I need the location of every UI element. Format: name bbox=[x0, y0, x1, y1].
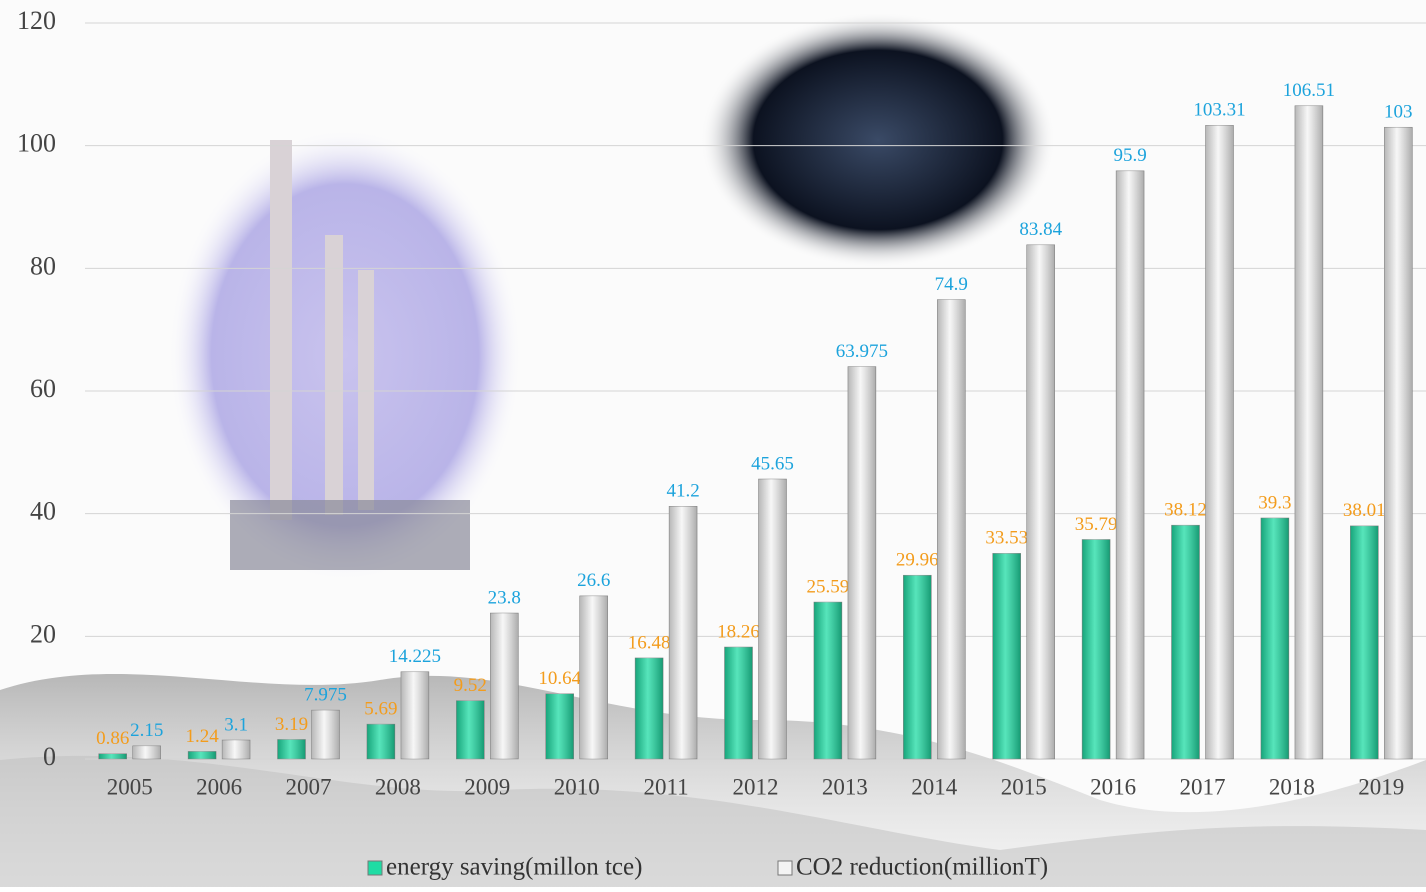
x-tick-label: 2013 bbox=[822, 774, 868, 799]
value-label: 5.69 bbox=[364, 698, 397, 719]
x-tick-label: 2019 bbox=[1358, 774, 1404, 799]
x-tick-label: 2007 bbox=[286, 774, 332, 799]
value-label: 0.86 bbox=[96, 728, 129, 749]
value-label: 3.19 bbox=[275, 714, 308, 735]
bar bbox=[1171, 524, 1200, 760]
y-tick-label: 20 bbox=[30, 619, 56, 648]
value-label: 10.64 bbox=[538, 668, 581, 689]
bar bbox=[992, 553, 1022, 760]
x-tick-label: 2018 bbox=[1269, 774, 1315, 799]
value-label: 18.26 bbox=[717, 621, 760, 642]
bar bbox=[902, 574, 932, 760]
legend-swatch bbox=[367, 860, 383, 876]
value-label: 39.3 bbox=[1258, 492, 1291, 513]
value-label: 26.6 bbox=[577, 570, 610, 591]
value-label: 83.84 bbox=[1019, 219, 1062, 240]
y-tick-label: 0 bbox=[43, 742, 56, 771]
x-tick-label: 2015 bbox=[1001, 774, 1047, 799]
value-label: 9.52 bbox=[454, 675, 487, 696]
value-label: 23.8 bbox=[488, 587, 521, 608]
value-label: 103.31 bbox=[1193, 100, 1245, 121]
y-tick-label: 40 bbox=[30, 497, 56, 526]
value-label: 2.15 bbox=[130, 720, 163, 741]
value-label: 38.01 bbox=[1343, 500, 1386, 521]
value-label: 29.96 bbox=[896, 550, 939, 571]
value-label: 3.1 bbox=[224, 714, 248, 735]
value-label: 103 bbox=[1384, 102, 1413, 123]
bar bbox=[455, 700, 485, 760]
bar bbox=[311, 709, 340, 760]
bar bbox=[1260, 517, 1290, 760]
bar bbox=[366, 723, 396, 760]
bar bbox=[1384, 126, 1413, 760]
value-label: 7.975 bbox=[304, 684, 347, 705]
x-tick-label: 2008 bbox=[375, 774, 421, 799]
bar bbox=[1205, 125, 1234, 760]
bar bbox=[489, 612, 519, 760]
x-tick-label: 2011 bbox=[644, 774, 689, 799]
bar bbox=[668, 506, 698, 760]
bar bbox=[634, 657, 664, 760]
bar bbox=[936, 299, 966, 760]
x-tick-label: 2005 bbox=[107, 774, 153, 799]
legend-label: energy saving(millon tce) bbox=[386, 854, 642, 881]
bar bbox=[1294, 105, 1324, 760]
value-label: 33.53 bbox=[985, 528, 1028, 549]
value-label: 74.9 bbox=[935, 274, 968, 295]
y-tick-label: 120 bbox=[17, 6, 56, 35]
bar bbox=[1115, 170, 1145, 760]
bar bbox=[1350, 525, 1379, 760]
bar bbox=[724, 646, 753, 760]
bar bbox=[758, 478, 787, 760]
chimneys bbox=[230, 140, 470, 570]
x-tick-label: 2012 bbox=[733, 774, 779, 799]
value-label: 25.59 bbox=[807, 576, 850, 597]
legend-swatch bbox=[777, 860, 793, 876]
street-image bbox=[700, 12, 1056, 268]
value-label: 106.51 bbox=[1283, 80, 1335, 101]
value-label: 45.65 bbox=[751, 453, 794, 474]
x-tick-label: 2010 bbox=[554, 774, 600, 799]
bar bbox=[545, 693, 575, 760]
value-label: 95.9 bbox=[1113, 145, 1146, 166]
bar bbox=[400, 671, 430, 760]
value-label: 63.975 bbox=[836, 341, 888, 362]
value-label: 14.225 bbox=[389, 646, 441, 667]
legend-label: CO2 reduction(millionT) bbox=[796, 854, 1048, 881]
bar bbox=[579, 595, 609, 760]
x-tick-label: 2017 bbox=[1180, 774, 1226, 799]
bar bbox=[132, 745, 161, 760]
x-tick-label: 2009 bbox=[464, 774, 510, 799]
value-label: 38.12 bbox=[1164, 500, 1207, 521]
bar bbox=[98, 753, 127, 760]
y-tick-label: 100 bbox=[17, 129, 56, 158]
y-tick-label: 80 bbox=[30, 251, 56, 280]
x-tick-label: 2006 bbox=[196, 774, 242, 799]
x-tick-label: 2016 bbox=[1090, 774, 1136, 799]
value-label: 16.48 bbox=[628, 632, 671, 653]
bar bbox=[277, 739, 306, 760]
value-label: 41.2 bbox=[666, 481, 699, 502]
bar bbox=[847, 366, 877, 760]
value-label: 1.24 bbox=[185, 726, 219, 747]
factory-image bbox=[167, 127, 523, 583]
value-label: 35.79 bbox=[1075, 514, 1118, 535]
x-tick-label: 2014 bbox=[911, 774, 958, 799]
bar bbox=[1026, 244, 1055, 760]
bar bbox=[221, 739, 251, 760]
bar bbox=[813, 601, 843, 760]
bar bbox=[1081, 539, 1111, 760]
mountains-front bbox=[0, 755, 1426, 887]
y-tick-label: 60 bbox=[30, 374, 56, 403]
bar bbox=[187, 751, 217, 760]
